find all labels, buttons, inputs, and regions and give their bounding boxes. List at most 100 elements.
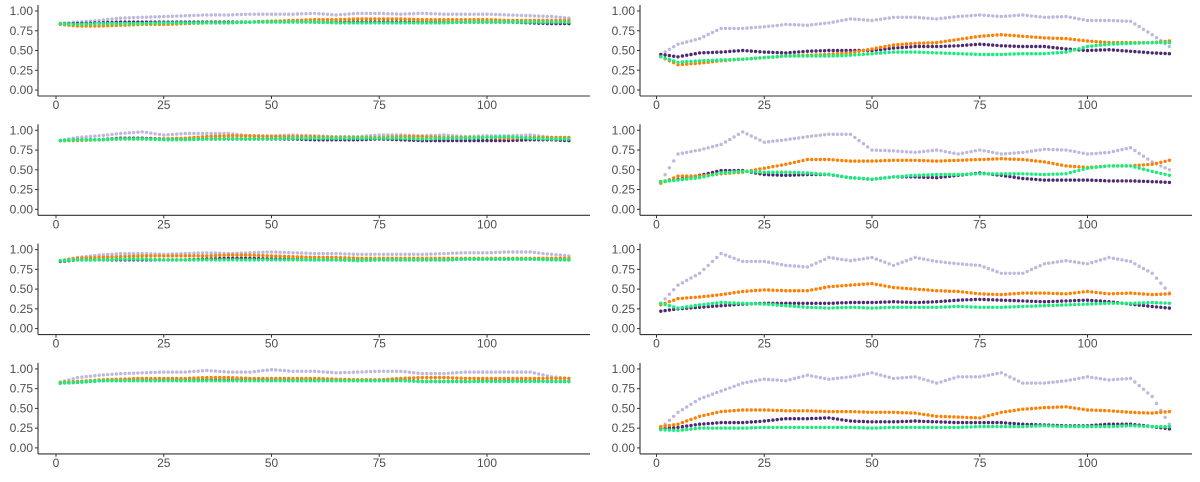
- data-point: [934, 44, 939, 49]
- data-point: [784, 409, 788, 413]
- data-point: [1167, 180, 1172, 185]
- data-point: [693, 426, 697, 431]
- data-point: [1016, 157, 1021, 162]
- data-point: [887, 285, 891, 289]
- data-point: [831, 409, 835, 414]
- data-point: [818, 301, 822, 305]
- data-point: [814, 301, 818, 305]
- data-point: [978, 52, 982, 57]
- data-point: [1003, 52, 1008, 56]
- data-point: [1128, 259, 1133, 264]
- data-point: [80, 138, 84, 142]
- data-point: [360, 136, 364, 140]
- data-point: [866, 18, 870, 22]
- data-point: [442, 133, 446, 137]
- data-point: [1159, 51, 1163, 55]
- data-point: [1085, 178, 1090, 182]
- data-point: [982, 34, 986, 38]
- data-point: [857, 52, 861, 57]
- data-point: [1021, 172, 1025, 176]
- data-point: [878, 17, 883, 21]
- data-point: [450, 371, 455, 375]
- data-point: [377, 136, 381, 140]
- data-point: [356, 21, 360, 25]
- data-point: [887, 425, 891, 430]
- data-point: [269, 137, 274, 141]
- data-point: [689, 402, 693, 406]
- data-point: [857, 159, 861, 163]
- data-point: [685, 62, 689, 66]
- data-point: [1111, 18, 1116, 23]
- data-point: [1154, 51, 1159, 55]
- data-point: [287, 369, 291, 373]
- data-point: [1094, 290, 1098, 295]
- data-point: [659, 55, 663, 59]
- data-point: [741, 57, 745, 61]
- data-point: [982, 42, 986, 47]
- data-point: [861, 410, 866, 414]
- data-point: [343, 379, 347, 383]
- data-point: [364, 258, 368, 262]
- data-point: [506, 13, 511, 17]
- data-point: [304, 369, 308, 373]
- data-point: [321, 251, 325, 256]
- data-point: [381, 379, 386, 383]
- data-point: [226, 258, 231, 262]
- data-point: [710, 145, 715, 149]
- data-point: [840, 409, 844, 414]
- data-point: [1068, 291, 1073, 296]
- data-point: [1051, 299, 1055, 304]
- data-point: [308, 136, 312, 140]
- data-point: [123, 16, 127, 20]
- data-point: [766, 425, 771, 430]
- data-point: [442, 379, 446, 384]
- data-point: [952, 425, 956, 430]
- data-point: [93, 374, 97, 378]
- data-point: [118, 21, 123, 26]
- data-point: [1016, 422, 1021, 426]
- data-point: [239, 379, 243, 383]
- data-point: [956, 289, 960, 294]
- data-point: [506, 138, 511, 143]
- data-point: [88, 374, 93, 378]
- data-point: [947, 44, 952, 48]
- y-tick-label: 0.00: [10, 322, 34, 336]
- data-point: [541, 257, 545, 262]
- data-point: [351, 136, 356, 140]
- data-point: [502, 376, 506, 381]
- data-point: [1163, 286, 1167, 290]
- data-point: [75, 135, 80, 140]
- data-point: [1068, 303, 1073, 307]
- data-point: [775, 173, 779, 177]
- data-point: [926, 300, 930, 304]
- data-point: [844, 175, 848, 179]
- data-point: [1077, 302, 1081, 307]
- data-point: [528, 370, 532, 374]
- data-point: [814, 375, 818, 379]
- data-point: [420, 18, 424, 22]
- data-point: [75, 138, 80, 142]
- data-point: [1098, 151, 1103, 155]
- data-point: [136, 379, 140, 383]
- data-point: [788, 301, 792, 305]
- data-point: [476, 257, 481, 261]
- y-tick-label: 0.00: [10, 441, 34, 455]
- x-tick-label: 0: [653, 337, 660, 351]
- data-point: [978, 424, 982, 429]
- data-point: [952, 304, 956, 309]
- data-point: [771, 55, 775, 59]
- data-point: [926, 149, 930, 153]
- data-point: [775, 262, 779, 266]
- data-point: [278, 250, 282, 254]
- data-point: [853, 374, 857, 378]
- data-point: [728, 58, 732, 62]
- data-point: [545, 137, 549, 141]
- data-point: [248, 12, 252, 16]
- data-point: [969, 305, 973, 309]
- data-point: [446, 251, 450, 256]
- data-point: [1042, 160, 1047, 164]
- data-point: [498, 379, 502, 384]
- data-point: [689, 423, 693, 428]
- data-point: [840, 284, 844, 288]
- data-point: [831, 306, 835, 310]
